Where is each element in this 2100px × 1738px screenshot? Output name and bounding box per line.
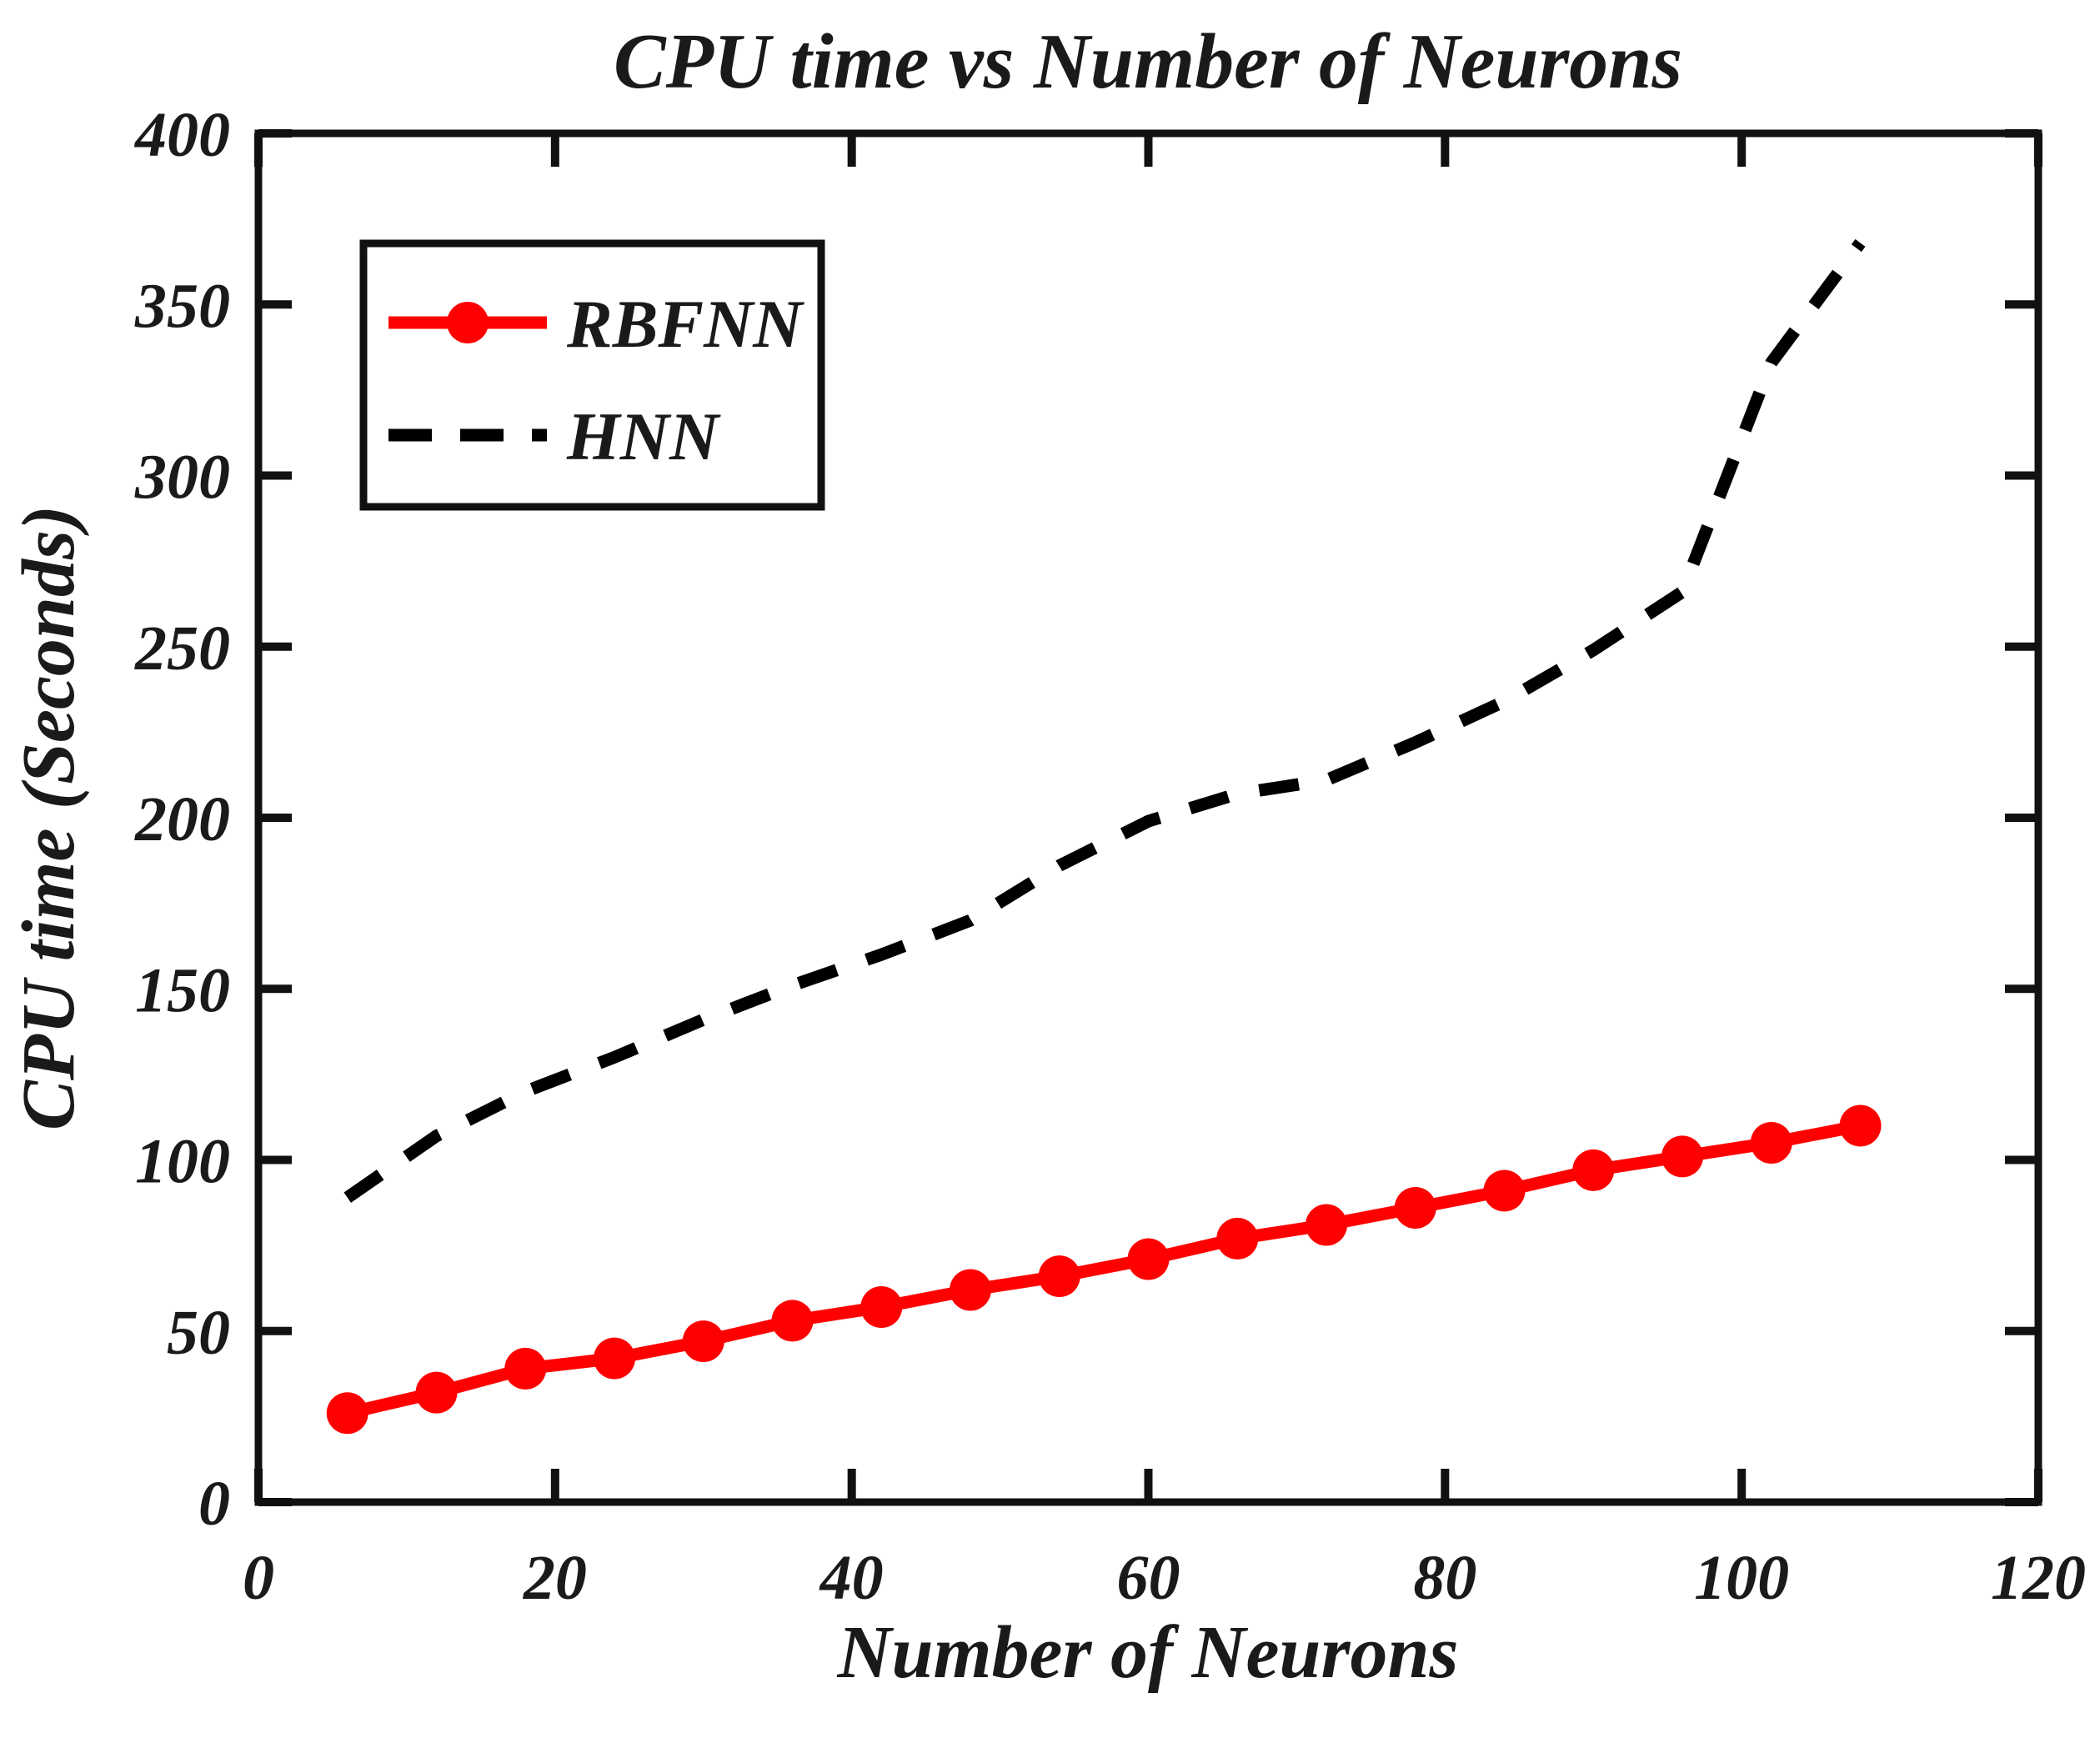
- y-tick-label: 400: [133, 100, 230, 170]
- rbfnn-marker: [1483, 1170, 1526, 1212]
- rbfnn-marker: [326, 1392, 368, 1435]
- y-tick-label: 0: [198, 1469, 230, 1539]
- y-tick-label: 150: [135, 955, 230, 1025]
- rbfnn-marker: [682, 1320, 724, 1363]
- x-tick-label: 0: [243, 1543, 274, 1613]
- rbfnn-marker: [1750, 1121, 1792, 1164]
- x-tick-label: 20: [523, 1543, 587, 1613]
- rbfnn-marker: [1306, 1204, 1347, 1246]
- rbfnn-marker: [771, 1300, 814, 1342]
- y-tick-label: 50: [167, 1298, 230, 1368]
- rbfnn-marker: [1216, 1217, 1259, 1260]
- x-tick-label: 80: [1413, 1543, 1476, 1613]
- y-tick-label: 100: [135, 1127, 230, 1197]
- rbfnn-marker: [950, 1269, 991, 1311]
- rbfnn-marker: [1127, 1238, 1170, 1280]
- y-tick-label: 250: [134, 614, 230, 684]
- hnn-line: [343, 238, 1866, 1203]
- rbfnn-marker: [1661, 1135, 1703, 1178]
- rbfnn-marker: [504, 1347, 547, 1390]
- rbfnn-marker: [415, 1371, 458, 1414]
- y-tick-label: 300: [134, 443, 230, 513]
- rbfnn-marker: [1038, 1255, 1080, 1298]
- legend-rbfnn-label: RBFNN: [566, 286, 804, 362]
- rbfnn-marker: [1839, 1104, 1882, 1147]
- y-tick-label: 200: [134, 784, 230, 854]
- legend: RBFNN HNN: [359, 239, 825, 511]
- x-tick-label: 120: [1991, 1543, 2086, 1613]
- rbfnn-marker: [1394, 1186, 1436, 1229]
- y-axis-label: CPU time (Seconds): [8, 505, 90, 1130]
- rbfnn-line: [346, 1119, 1862, 1420]
- x-tick-label: 60: [1117, 1543, 1180, 1613]
- x-tick-label: 40: [819, 1543, 884, 1613]
- legend-rbfnn-marker-icon: [447, 302, 489, 343]
- rbfnn-marker: [860, 1286, 903, 1329]
- rbfnn-marker: [594, 1337, 635, 1380]
- chart-title: CPU time vs Number of Neurons: [614, 18, 1682, 105]
- y-tick-label: 350: [134, 271, 230, 341]
- x-axis-label: Number of Neurons: [836, 1611, 1458, 1694]
- rbfnn-marker: [1572, 1149, 1615, 1191]
- legend-hnn-label: HNN: [566, 398, 721, 474]
- legend-box: [359, 239, 825, 511]
- x-tick-label: 100: [1694, 1543, 1789, 1613]
